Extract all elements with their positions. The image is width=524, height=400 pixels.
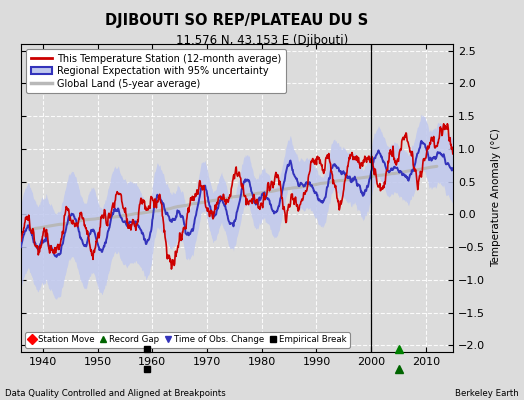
Legend: Station Move, Record Gap, Time of Obs. Change, Empirical Break: Station Move, Record Gap, Time of Obs. C…	[25, 332, 350, 348]
Text: 11.576 N, 43.153 E (Djibouti): 11.576 N, 43.153 E (Djibouti)	[176, 34, 348, 47]
Text: Berkeley Earth: Berkeley Earth	[455, 389, 519, 398]
Text: Data Quality Controlled and Aligned at Breakpoints: Data Quality Controlled and Aligned at B…	[5, 389, 226, 398]
Title: DJIBOUTI SO REP/PLATEAU DU S: DJIBOUTI SO REP/PLATEAU DU S	[105, 12, 369, 28]
Y-axis label: Temperature Anomaly (°C): Temperature Anomaly (°C)	[491, 128, 501, 268]
